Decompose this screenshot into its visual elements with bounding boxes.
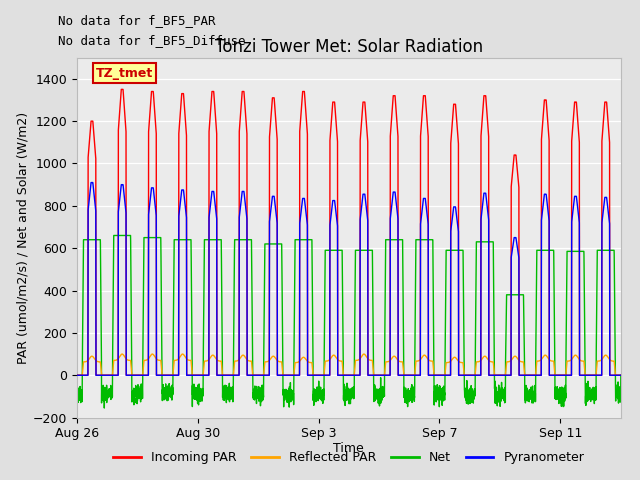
Legend: Incoming PAR, Reflected PAR, Net, Pyranometer: Incoming PAR, Reflected PAR, Net, Pyrano… [108, 446, 589, 469]
Y-axis label: PAR (umol/m2/s) / Net and Solar (W/m2): PAR (umol/m2/s) / Net and Solar (W/m2) [17, 111, 30, 364]
X-axis label: Time: Time [333, 442, 364, 455]
Text: TZ_tmet: TZ_tmet [96, 67, 153, 80]
Text: No data for f_BF5_Diffuse: No data for f_BF5_Diffuse [58, 34, 245, 47]
Title: Tonzi Tower Met: Solar Radiation: Tonzi Tower Met: Solar Radiation [215, 38, 483, 56]
Text: No data for f_BF5_PAR: No data for f_BF5_PAR [58, 14, 215, 27]
